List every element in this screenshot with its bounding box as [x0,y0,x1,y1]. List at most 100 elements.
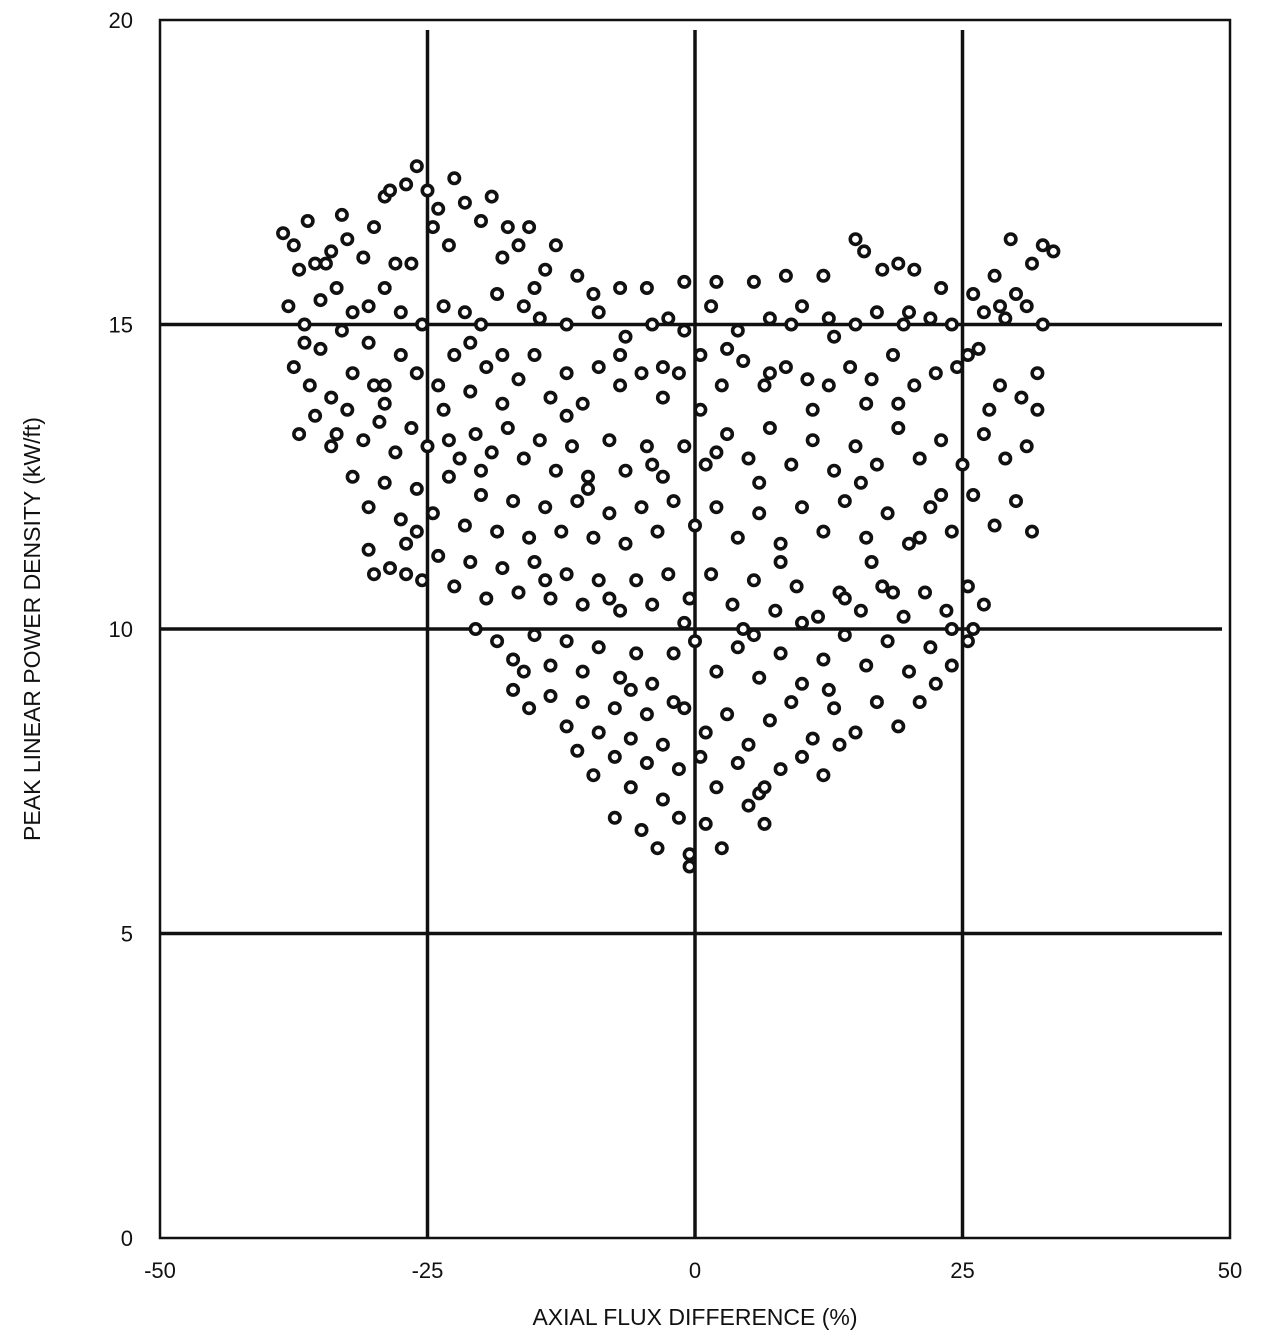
data-point [859,396,874,411]
data-point [757,378,772,393]
data-point [709,664,724,679]
data-point [607,749,622,764]
data-point [463,335,478,350]
data-point [425,220,440,235]
data-point [778,268,793,283]
data-point [479,591,494,606]
data-point [768,603,783,618]
data-point [645,676,660,691]
data-point [356,250,371,265]
data-point [698,725,713,740]
data-point [313,293,328,308]
data-point [923,500,938,515]
data-point [730,640,745,655]
data-point [559,719,574,734]
data-point [714,841,729,856]
x-tick-label: 50 [1218,1258,1242,1283]
data-point [543,658,558,673]
data-point [800,372,815,387]
data-point [784,457,799,472]
data-point [655,469,670,484]
data-point [837,591,852,606]
data-point [901,536,916,551]
data-point [500,420,515,435]
data-point [372,414,387,429]
data-point [409,481,424,496]
data-point [880,634,895,649]
data-point [409,524,424,539]
data-point [527,347,542,362]
data-point [704,567,719,582]
data-point [634,822,649,837]
data-point [559,408,574,423]
data-point [634,500,649,515]
data-point [1030,402,1045,417]
data-point [329,427,344,442]
data-point [896,609,911,624]
data-point [966,487,981,502]
data-point [404,420,419,435]
data-point [816,768,831,783]
data-point [495,561,510,576]
data-point [404,256,419,271]
data-point [1025,256,1040,271]
data-point [490,524,505,539]
data-point [393,512,408,527]
data-point [457,518,472,533]
data-point [864,554,879,569]
data-point [575,695,590,710]
data-point [1025,524,1040,539]
data-point [393,347,408,362]
data-point [399,536,414,551]
data-point [420,183,435,198]
data-point [901,305,916,320]
data-point [741,737,756,752]
data-point [912,530,927,545]
data-point [773,646,788,661]
data-point [527,554,542,569]
data-point [629,573,644,588]
data-point [308,256,323,271]
data-point [693,347,708,362]
data-point [837,494,852,509]
y-tick-label: 10 [109,617,133,642]
data-point [441,469,456,484]
data-point [286,238,301,253]
data-point [725,597,740,612]
data-point [730,323,745,338]
data-point [639,755,654,770]
data-point [575,597,590,612]
data-point [901,664,916,679]
data-point [752,475,767,490]
data-point [302,378,317,393]
data-point [607,701,622,716]
data-point [693,402,708,417]
data-point [885,347,900,362]
data-point [570,268,585,283]
data-point [473,317,488,332]
data-point [366,378,381,393]
data-point [757,780,772,795]
data-point [1035,238,1050,253]
y-tick-label: 15 [109,313,133,338]
data-point [522,220,537,235]
data-point [816,652,831,667]
data-point [575,396,590,411]
data-point [1046,244,1061,259]
data-point [992,378,1007,393]
data-point [682,591,697,606]
data-point [586,530,601,545]
data-point [425,506,440,521]
data-point [762,713,777,728]
data-point [613,378,628,393]
data-point [575,664,590,679]
data-point [382,183,397,198]
x-tick-label: -25 [412,1258,444,1283]
data-point [511,585,526,600]
data-point [511,238,526,253]
data-point [399,567,414,582]
data-point [934,433,949,448]
data-point [971,341,986,356]
data-point [682,847,697,862]
